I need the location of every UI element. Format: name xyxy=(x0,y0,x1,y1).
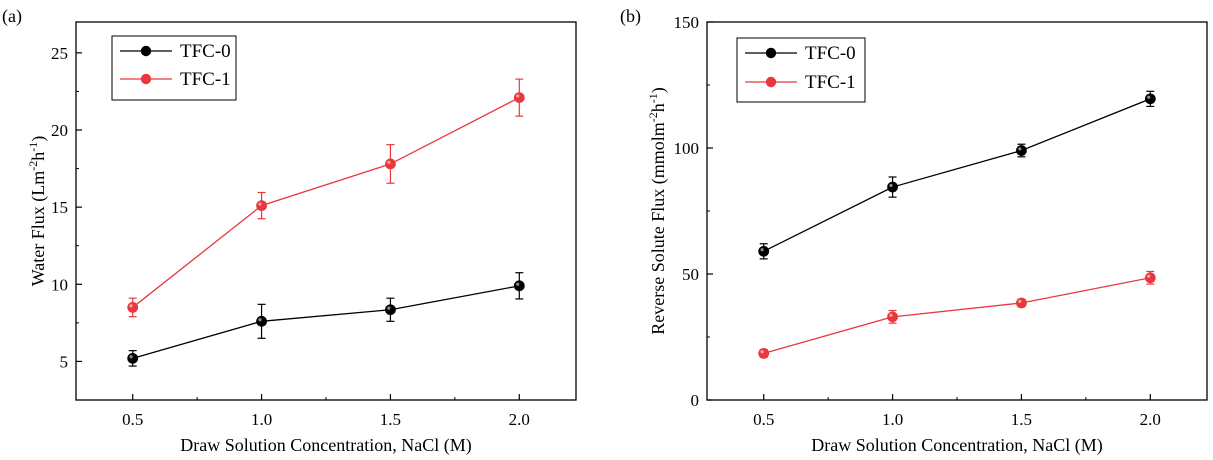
series-line-a-0 xyxy=(132,285,520,359)
data-point-a-0-0 xyxy=(127,352,139,364)
series-line-b-0 xyxy=(763,98,1151,252)
x-tick-label-b-2: 1.5 xyxy=(1011,410,1032,429)
data-point-highlight-a-1-1 xyxy=(258,202,262,206)
y-tick-label-b-1: 50 xyxy=(682,265,699,284)
legend-marker-a-0 xyxy=(140,45,152,57)
data-point-highlight-b-0-2 xyxy=(1018,147,1022,151)
y-tick-label-a-4: 25 xyxy=(51,44,68,63)
x-tick-label-a-0: 0.5 xyxy=(122,410,143,429)
data-point-b-0-3 xyxy=(1144,93,1156,105)
y-tick-label-b-2: 100 xyxy=(674,139,700,158)
legend-marker-a-1 xyxy=(140,73,152,85)
x-tick-label-b-3: 2.0 xyxy=(1140,410,1161,429)
data-point-highlight-b-0-0 xyxy=(760,248,764,252)
data-point-highlight-a-1-0 xyxy=(129,304,133,308)
data-point-a-0-1 xyxy=(256,315,267,327)
data-point-b-0-1 xyxy=(887,181,898,193)
data-point-b-0-2 xyxy=(1016,145,1027,156)
data-point-a-0-2 xyxy=(385,304,396,316)
data-point-b-1-2 xyxy=(1016,297,1027,309)
data-point-highlight-b-1-3 xyxy=(1147,274,1151,278)
data-point-highlight-a-0-1 xyxy=(258,318,262,322)
legend-marker-b-0 xyxy=(765,47,777,59)
y-tick-label-a-0: 5 xyxy=(60,352,69,371)
data-point-highlight-b-1-0 xyxy=(760,350,764,354)
ticks-b: 0.5 1.0 1.5 2.0 0 50 100 150 xyxy=(674,13,1161,429)
data-point-a-0-3 xyxy=(513,280,525,292)
data-point-a-1-0 xyxy=(127,302,139,313)
series-line-a-1 xyxy=(132,97,520,308)
legend-label-a-0: TFC-0 xyxy=(180,41,231,62)
data-point-highlight-a-0-3 xyxy=(516,282,520,286)
x-axis-title-a: Draw Solution Concentration, NaCl (M) xyxy=(180,435,471,456)
data-point-highlight-b-1-2 xyxy=(1018,299,1022,303)
y-axis-title-b: Reverse Solute Flux (mmolm-2h-1) xyxy=(646,87,669,334)
panel-label-b: (b) xyxy=(620,6,641,27)
data-point-a-1-3 xyxy=(513,92,525,103)
data-point-b-1-3 xyxy=(1144,272,1156,284)
legend-box-a xyxy=(111,35,237,101)
y-tick-label-b-0: 0 xyxy=(691,391,700,410)
data-point-a-1-2 xyxy=(385,158,396,170)
data-point-a-1-1 xyxy=(256,200,267,212)
ticks-a: 0.5 1.0 1.5 2.0 5 10 15 20 25 xyxy=(51,44,530,429)
legend-label-a-1: TFC-1 xyxy=(180,69,231,90)
panel-label-a: (a) xyxy=(2,6,22,27)
data-point-b-0-0 xyxy=(758,245,770,257)
series-b xyxy=(758,90,1156,359)
series-line-b-1 xyxy=(763,277,1151,355)
legend-label-b-1: TFC-1 xyxy=(805,72,856,93)
x-tick-label-a-2: 1.5 xyxy=(380,410,401,429)
data-point-highlight-a-0-2 xyxy=(387,306,391,310)
data-point-highlight-a-1-2 xyxy=(387,160,391,164)
y-tick-label-a-3: 20 xyxy=(51,121,68,140)
data-point-b-1-0 xyxy=(758,347,770,359)
series-a xyxy=(127,78,525,367)
legend-box-b xyxy=(736,37,866,103)
legend-b: TFC-0 TFC-1 xyxy=(736,37,866,103)
data-point-highlight-a-0-0 xyxy=(129,355,133,359)
x-axis-title-b: Draw Solution Concentration, NaCl (M) xyxy=(811,435,1102,456)
data-point-highlight-b-1-1 xyxy=(889,313,893,317)
panel-b: (b) 0.5 1.0 1.5 2.0 0 50 100 150 Draw Solution … xyxy=(620,6,1208,456)
data-point-highlight-a-1-3 xyxy=(516,94,520,98)
data-point-b-1-1 xyxy=(887,311,898,323)
legend-a: TFC-0 TFC-1 xyxy=(111,35,237,101)
y-axis-title-a: Water Flux (Lm-2h-1) xyxy=(26,136,49,287)
x-tick-label-b-1: 1.0 xyxy=(882,410,903,429)
data-point-highlight-b-0-1 xyxy=(889,183,893,188)
y-tick-label-a-2: 15 xyxy=(51,198,68,217)
y-tick-label-b-3: 150 xyxy=(674,13,700,32)
x-tick-label-b-0: 0.5 xyxy=(753,410,774,429)
legend-marker-b-1 xyxy=(765,76,777,88)
panel-a: (a) 0.5 1.0 1.5 2.0 5 10 15 20 25 Draw Solution … xyxy=(2,6,577,456)
x-tick-label-a-3: 2.0 xyxy=(509,410,530,429)
legend-label-b-0: TFC-0 xyxy=(805,43,856,64)
y-tick-label-a-1: 10 xyxy=(51,275,68,294)
data-point-highlight-b-0-3 xyxy=(1147,95,1151,99)
x-tick-label-a-1: 1.0 xyxy=(251,410,272,429)
